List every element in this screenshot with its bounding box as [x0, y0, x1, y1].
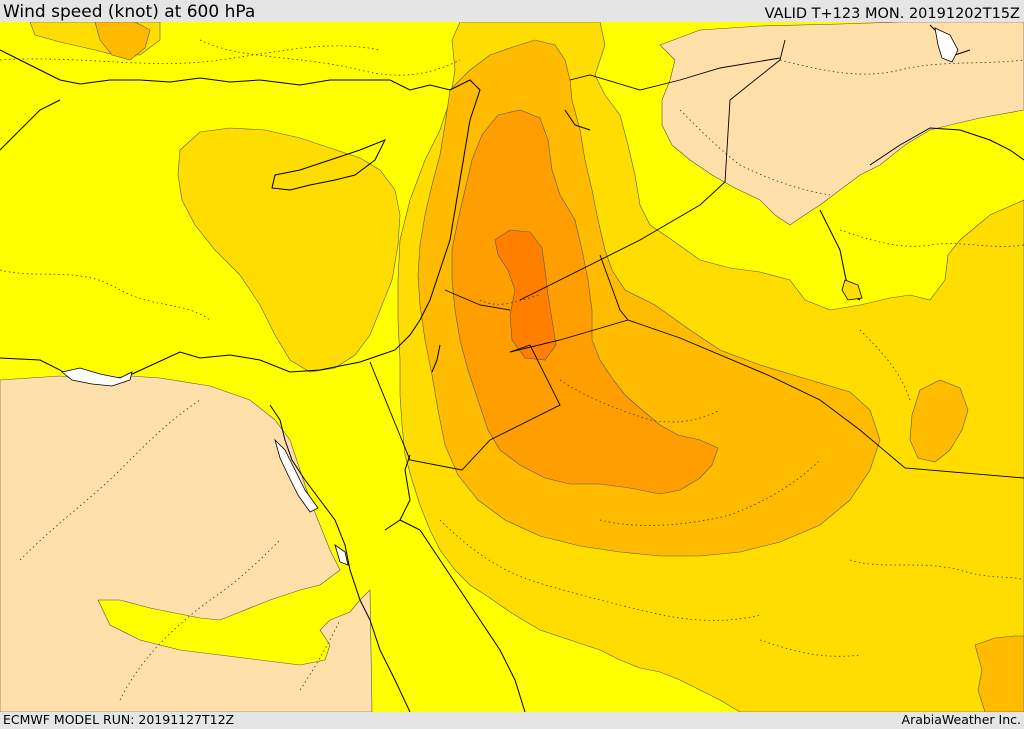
dotted-contours	[0, 39, 1024, 701]
contour-band-amber-nw	[94, 22, 151, 61]
contour-band-gold-west	[177, 127, 401, 373]
map-footer: ECMWF MODEL RUN: 20191127T12Z ArabiaWeat…	[0, 712, 1024, 729]
valid-time: VALID T+123 MON. 20191202T15Z	[764, 6, 1020, 22]
missing-data-gulf-suez	[274, 438, 319, 513]
missing-data-caspian	[934, 27, 959, 63]
map-title: Wind speed (knot) at 600 hPa	[3, 2, 256, 22]
country-borders	[369, 39, 1024, 479]
lake-tharthar	[841, 279, 863, 301]
map-header: Wind speed (knot) at 600 hPa VALID T+123…	[0, 0, 1024, 22]
contour-band-low-iran	[659, 22, 1024, 226]
contour-band-orange-light	[451, 109, 719, 495]
missing-data-lake	[334, 544, 349, 566]
model-run: ECMWF MODEL RUN: 20191127T12Z	[3, 712, 235, 727]
contour-band-orange	[494, 229, 557, 361]
wind-speed-map	[0, 22, 1024, 712]
contour-band-amber-east	[909, 379, 969, 463]
contour-band-low-egypt	[0, 375, 373, 712]
contour-band-amber-se	[974, 635, 1024, 712]
missing-data-nile	[61, 367, 133, 387]
credit: ArabiaWeather Inc.	[901, 712, 1021, 727]
